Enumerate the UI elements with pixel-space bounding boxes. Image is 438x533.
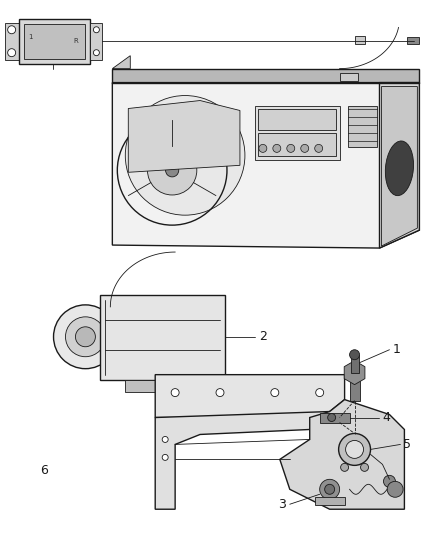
Text: R: R bbox=[73, 38, 78, 44]
Ellipse shape bbox=[385, 141, 413, 196]
Circle shape bbox=[216, 389, 224, 397]
Circle shape bbox=[53, 305, 117, 369]
Circle shape bbox=[387, 481, 403, 497]
Circle shape bbox=[301, 144, 309, 152]
Polygon shape bbox=[344, 361, 365, 385]
Polygon shape bbox=[280, 400, 404, 509]
Circle shape bbox=[93, 27, 99, 33]
Polygon shape bbox=[90, 23, 102, 60]
Polygon shape bbox=[19, 19, 90, 63]
Bar bbox=[320, 413, 350, 423]
Text: 1: 1 bbox=[28, 34, 33, 40]
Bar bbox=[258, 109, 336, 131]
Circle shape bbox=[75, 327, 95, 347]
Circle shape bbox=[166, 164, 179, 177]
Bar bbox=[339, 72, 357, 80]
Polygon shape bbox=[125, 379, 170, 392]
Circle shape bbox=[341, 463, 349, 471]
Circle shape bbox=[93, 50, 99, 55]
Bar bbox=[348, 106, 378, 148]
Text: 5: 5 bbox=[403, 438, 411, 451]
Circle shape bbox=[339, 433, 371, 465]
Circle shape bbox=[320, 479, 339, 499]
Text: 2: 2 bbox=[259, 330, 267, 343]
Polygon shape bbox=[112, 69, 419, 83]
Circle shape bbox=[325, 484, 335, 494]
Circle shape bbox=[384, 475, 396, 487]
Text: 3: 3 bbox=[278, 498, 286, 511]
Bar bbox=[407, 37, 419, 44]
Bar bbox=[24, 24, 85, 59]
Polygon shape bbox=[155, 375, 345, 417]
Polygon shape bbox=[5, 23, 19, 60]
Circle shape bbox=[162, 455, 168, 461]
Circle shape bbox=[8, 49, 16, 56]
Circle shape bbox=[171, 389, 179, 397]
Circle shape bbox=[287, 144, 295, 152]
Circle shape bbox=[328, 414, 336, 422]
Text: 6: 6 bbox=[40, 464, 48, 477]
Bar bbox=[355, 36, 364, 44]
Bar bbox=[314, 497, 345, 505]
Circle shape bbox=[66, 317, 106, 357]
Circle shape bbox=[162, 437, 168, 442]
Circle shape bbox=[259, 144, 267, 152]
Bar bbox=[350, 355, 359, 373]
Bar bbox=[350, 373, 360, 401]
Circle shape bbox=[125, 95, 245, 215]
Polygon shape bbox=[112, 55, 130, 69]
Circle shape bbox=[148, 146, 197, 195]
Polygon shape bbox=[381, 86, 417, 246]
Text: 4: 4 bbox=[382, 411, 390, 424]
Circle shape bbox=[273, 144, 281, 152]
Circle shape bbox=[316, 389, 324, 397]
Polygon shape bbox=[128, 101, 240, 172]
Bar bbox=[255, 106, 339, 160]
Circle shape bbox=[346, 440, 364, 458]
Text: 1: 1 bbox=[392, 343, 400, 356]
Polygon shape bbox=[112, 83, 419, 248]
Circle shape bbox=[314, 144, 323, 152]
Circle shape bbox=[360, 463, 368, 471]
Polygon shape bbox=[100, 295, 225, 379]
Circle shape bbox=[271, 389, 279, 397]
Bar bbox=[258, 133, 336, 156]
Polygon shape bbox=[379, 83, 419, 248]
Circle shape bbox=[350, 350, 360, 360]
Circle shape bbox=[8, 26, 16, 34]
Polygon shape bbox=[155, 411, 330, 509]
